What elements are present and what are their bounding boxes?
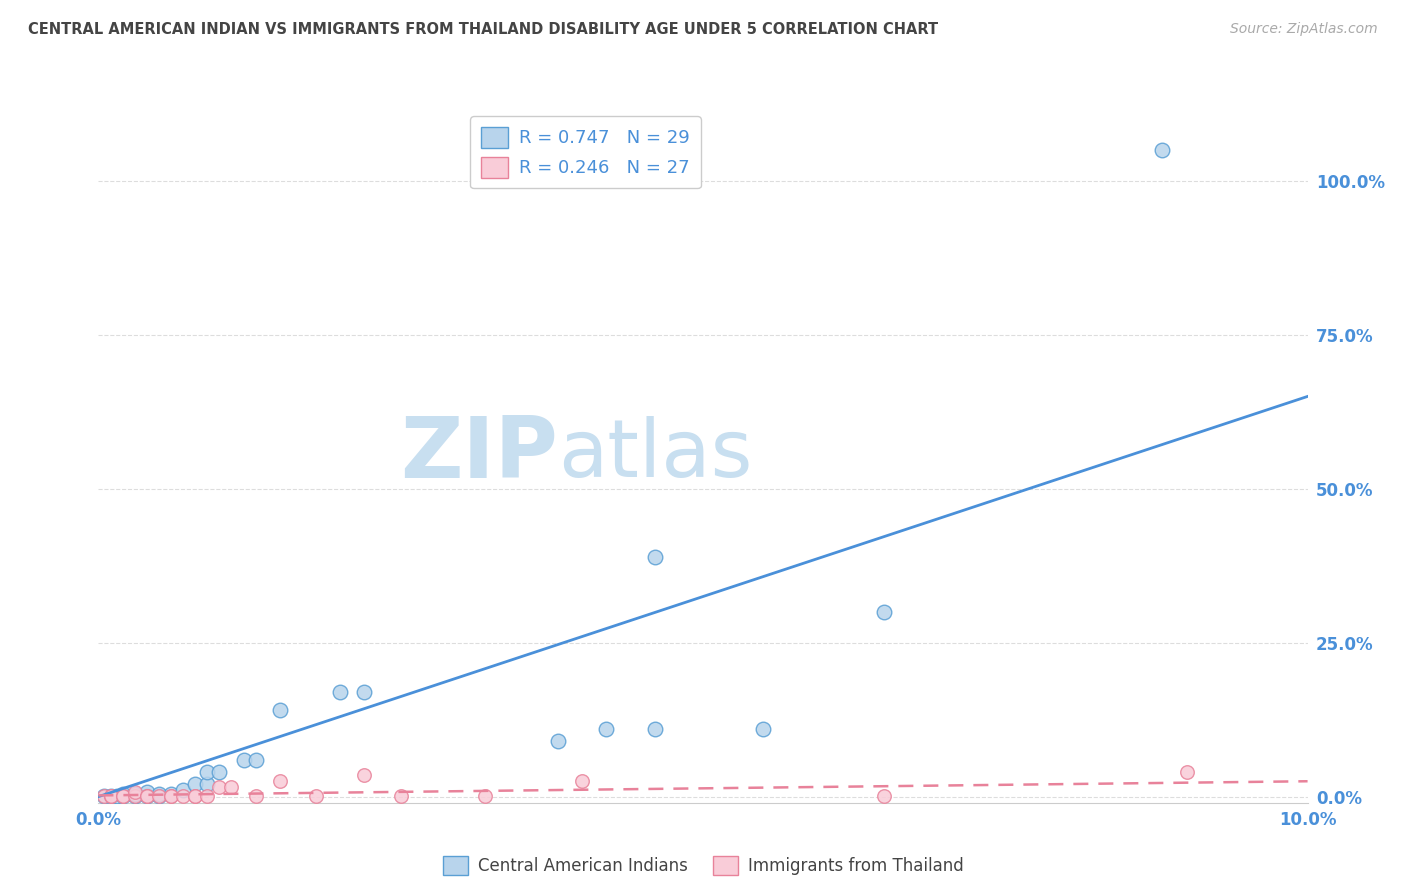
Point bbox=[353, 685, 375, 699]
Point bbox=[124, 787, 146, 801]
Point bbox=[111, 789, 134, 803]
Point bbox=[208, 764, 231, 779]
Point bbox=[184, 777, 207, 791]
Point bbox=[111, 787, 134, 801]
Text: ZIP: ZIP bbox=[401, 413, 558, 497]
Point bbox=[148, 789, 170, 803]
Point bbox=[195, 777, 218, 791]
Point bbox=[644, 722, 666, 736]
Point bbox=[172, 783, 194, 797]
Point bbox=[184, 789, 207, 803]
Point bbox=[873, 605, 896, 619]
Point bbox=[105, 789, 128, 803]
Point bbox=[305, 789, 328, 803]
Point bbox=[195, 789, 218, 803]
Point bbox=[148, 789, 170, 803]
Point bbox=[752, 722, 775, 736]
Point bbox=[148, 787, 170, 801]
Point bbox=[245, 753, 267, 767]
Point bbox=[221, 780, 243, 795]
Point bbox=[160, 787, 183, 801]
Point bbox=[93, 789, 115, 803]
Point bbox=[329, 685, 352, 699]
Point bbox=[124, 785, 146, 799]
Legend: Central American Indians, Immigrants from Thailand: Central American Indians, Immigrants fro… bbox=[433, 846, 973, 885]
Point bbox=[100, 789, 122, 803]
Point bbox=[124, 789, 146, 803]
Point bbox=[184, 789, 207, 803]
Point bbox=[389, 789, 412, 803]
Point bbox=[172, 789, 194, 803]
Text: CENTRAL AMERICAN INDIAN VS IMMIGRANTS FROM THAILAND DISABILITY AGE UNDER 5 CORRE: CENTRAL AMERICAN INDIAN VS IMMIGRANTS FR… bbox=[28, 22, 938, 37]
Point bbox=[353, 768, 375, 782]
Point bbox=[269, 774, 291, 789]
Point bbox=[208, 780, 231, 795]
Point bbox=[232, 753, 254, 767]
Point bbox=[644, 549, 666, 564]
Point bbox=[111, 789, 134, 803]
Point bbox=[100, 789, 122, 803]
Point bbox=[873, 789, 896, 803]
Point bbox=[135, 789, 157, 803]
Point bbox=[245, 789, 267, 803]
Text: atlas: atlas bbox=[558, 416, 752, 494]
Point bbox=[100, 789, 122, 803]
Point bbox=[135, 785, 157, 799]
Point bbox=[111, 789, 134, 803]
Text: Source: ZipAtlas.com: Source: ZipAtlas.com bbox=[1230, 22, 1378, 37]
Point bbox=[474, 789, 496, 803]
Point bbox=[124, 789, 146, 803]
Point bbox=[135, 789, 157, 803]
Point bbox=[269, 703, 291, 717]
Point bbox=[571, 774, 593, 789]
Point bbox=[595, 722, 617, 736]
Point bbox=[93, 789, 115, 803]
Point bbox=[547, 734, 569, 748]
Point bbox=[135, 789, 157, 803]
Point bbox=[1152, 143, 1174, 157]
Point bbox=[160, 789, 183, 803]
Point bbox=[1175, 764, 1198, 779]
Point bbox=[195, 764, 218, 779]
Y-axis label: Disability Age Under 5: Disability Age Under 5 bbox=[0, 369, 7, 541]
Point bbox=[160, 789, 183, 803]
